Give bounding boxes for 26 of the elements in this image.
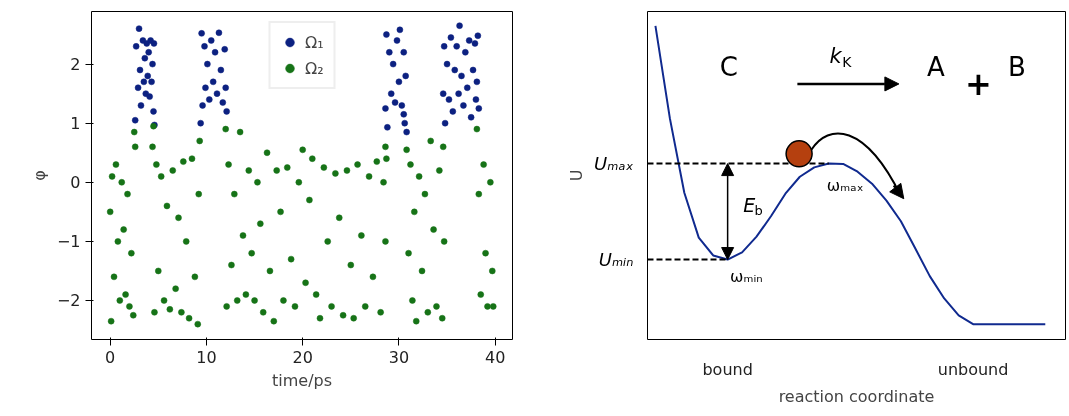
y-tick-label: −2: [56, 291, 81, 311]
y-tick-label: 1: [70, 114, 81, 134]
y-tick-label: 0: [70, 173, 81, 193]
y-tick-label: −1: [56, 232, 81, 252]
y-axis-title: φ: [29, 170, 49, 181]
y-axis-title: U: [567, 169, 587, 182]
x-tick-label: 30: [388, 347, 410, 367]
ref-line-label: Uₘᵢₙ: [598, 249, 634, 271]
x-tick-label: 20: [292, 347, 313, 367]
annotation: ωₘᵢₙ: [730, 267, 763, 287]
annotation: +: [964, 65, 992, 104]
annotation: A: [927, 51, 946, 82]
legend-label: Ω₂: [305, 58, 325, 78]
x-tick-label: 40: [485, 347, 506, 367]
y-tick-label: 2: [70, 55, 81, 75]
annotation: C: [719, 51, 738, 82]
x-axis-title: time/ps: [271, 370, 333, 390]
ref-line-label: Uₘₐₓ: [594, 153, 634, 175]
x-axis-title: reaction coordinate: [778, 386, 935, 406]
x-tick-label: bound: [702, 359, 753, 379]
x-tick-label: unbound: [937, 359, 1009, 379]
x-tick-label: 0: [105, 347, 116, 367]
x-tick-label: 10: [196, 347, 217, 367]
annotation: B: [1007, 51, 1026, 82]
legend-label: Ω₁: [305, 32, 325, 52]
annotation: ωₘₐₓ: [826, 175, 864, 195]
